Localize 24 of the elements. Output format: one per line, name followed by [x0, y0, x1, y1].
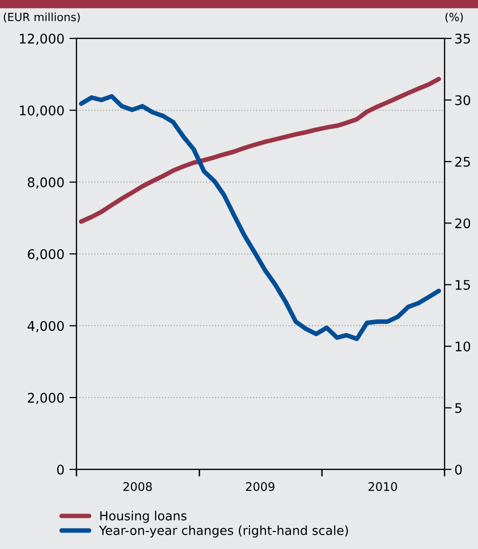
x-tick-label: 2009 [246, 482, 274, 492]
y-tick-label: 4,000 [28, 320, 64, 332]
x-tick-label: 2010 [368, 482, 397, 492]
y2-tick-label: 10 [456, 341, 470, 352]
y-tick-label: 10,000 [20, 105, 64, 117]
y2-tick-label: 25 [455, 156, 470, 167]
y-tick-label: 0 [57, 464, 64, 475]
line-series [78, 76, 442, 224]
y2-tick-label: 15 [456, 280, 470, 290]
legend-label: Housing loans [100, 510, 186, 523]
y2-tick-label: 5 [455, 403, 462, 414]
y-tick-label: 2,000 [28, 392, 64, 404]
y-tick-label: 8,000 [28, 177, 64, 189]
y-tick-label: 6,000 [28, 249, 64, 260]
y-axis-title: (EUR millions) [4, 12, 80, 22]
y2-tick-label: 20 [455, 218, 470, 228]
x-tick-label: 2008 [123, 482, 152, 492]
y2-axis-title: (%) [445, 12, 463, 22]
legend-label: Year-on-year changes (right-hand scale) [99, 525, 348, 538]
line-series [78, 94, 442, 342]
y2-tick-label: 0 [455, 464, 462, 475]
y2-tick-label: 30 [455, 95, 470, 106]
y-tick-label: 12,000 [20, 34, 64, 45]
y2-tick-label: 35 [455, 34, 470, 44]
